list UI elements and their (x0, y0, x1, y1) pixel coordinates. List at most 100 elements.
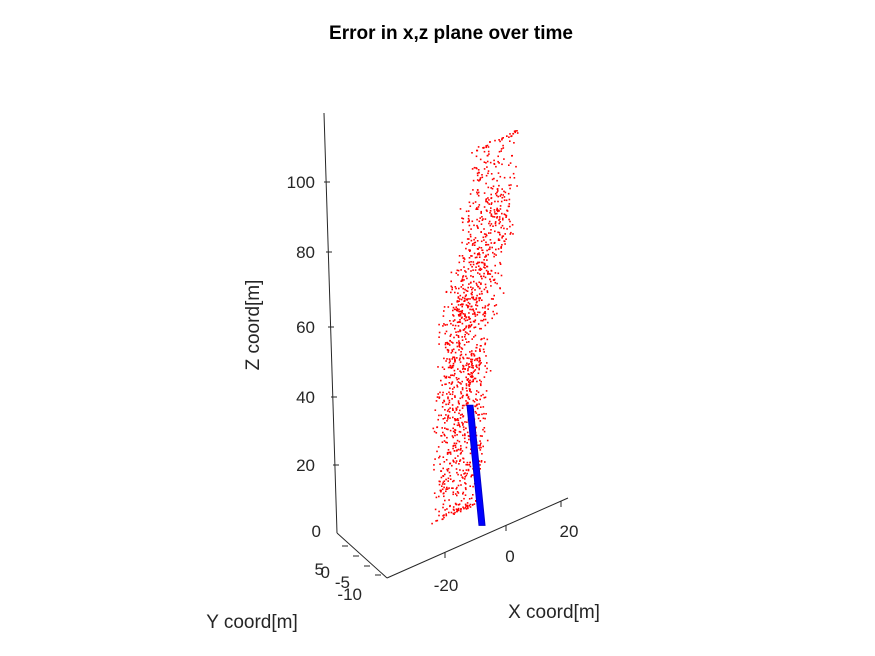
data-point (443, 375, 446, 377)
data-point (446, 410, 449, 412)
data-point (497, 231, 499, 234)
data-point (444, 417, 446, 419)
data-point (473, 244, 476, 246)
data-point (473, 326, 475, 329)
data-point (466, 362, 468, 365)
data-point (446, 348, 449, 351)
data-point (483, 266, 485, 268)
data-point (452, 416, 454, 419)
data-point (447, 480, 449, 482)
data-point (460, 508, 462, 511)
data-point (506, 210, 509, 212)
data-point (507, 205, 510, 208)
data-point (503, 158, 505, 160)
data-point (478, 171, 480, 174)
data-point (463, 437, 466, 440)
data-point (459, 414, 462, 416)
data-point (459, 460, 461, 462)
data-point (439, 455, 441, 458)
data-point (500, 148, 503, 150)
data-point (460, 269, 462, 271)
data-point (461, 413, 463, 416)
data-point (456, 309, 458, 312)
data-point (455, 442, 458, 445)
data-point (475, 426, 477, 429)
data-point (464, 494, 467, 496)
data-point (503, 196, 506, 198)
y-axis: 5 0 -5 -10 Y coord[m] (206, 532, 388, 633)
data-point (473, 336, 475, 338)
data-point (483, 351, 485, 353)
data-point (446, 420, 448, 422)
data-point (448, 376, 450, 378)
y-axis-line (336, 532, 388, 579)
data-point (465, 387, 468, 390)
data-point (438, 336, 440, 338)
data-point (508, 136, 510, 138)
data-point (485, 200, 487, 203)
data-point (476, 224, 478, 227)
data-point (471, 338, 473, 340)
data-point (477, 191, 480, 194)
data-point (472, 202, 475, 205)
data-point (467, 286, 469, 289)
data-point (460, 474, 462, 476)
data-point (446, 451, 449, 454)
data-point (458, 463, 460, 465)
data-point (465, 394, 468, 397)
data-point (487, 186, 490, 189)
data-point (459, 357, 461, 360)
data-point (476, 314, 479, 316)
data-point (461, 309, 464, 312)
data-point (463, 260, 465, 263)
data-point (471, 220, 474, 223)
data-point (485, 243, 488, 246)
data-point (477, 417, 480, 420)
data-point (470, 364, 473, 366)
data-point (476, 304, 479, 307)
data-point (468, 366, 470, 368)
data-point (451, 487, 453, 489)
data-point (466, 379, 469, 381)
data-point (496, 207, 498, 210)
data-point (461, 450, 464, 452)
data-point (495, 248, 497, 251)
data-point (465, 338, 467, 340)
data-point (481, 176, 484, 179)
data-point (445, 330, 448, 333)
data-point (478, 246, 481, 249)
data-point (438, 514, 440, 517)
data-point (505, 214, 508, 217)
data-point (458, 298, 461, 300)
data-point (478, 287, 481, 290)
data-point (463, 318, 466, 320)
data-point (486, 200, 488, 203)
data-point (467, 402, 469, 404)
data-point (458, 346, 461, 348)
data-point (500, 193, 502, 196)
data-point (481, 261, 484, 264)
data-point (509, 140, 511, 142)
data-point (496, 216, 499, 218)
data-point (495, 254, 497, 256)
data-point (450, 291, 452, 294)
data-point (487, 270, 489, 273)
data-point (475, 308, 477, 310)
data-point (464, 487, 467, 489)
data-point (461, 221, 464, 224)
data-point (480, 210, 482, 213)
data-point (468, 384, 470, 386)
data-point (465, 474, 468, 477)
data-point (468, 385, 471, 387)
data-point (494, 264, 496, 267)
data-point (484, 311, 486, 313)
z-tick-label: 100 (287, 173, 315, 192)
data-point (466, 319, 469, 321)
data-point (463, 461, 465, 463)
data-point (468, 303, 471, 305)
data-point (443, 516, 445, 519)
data-point (476, 172, 479, 175)
data-point (473, 166, 476, 169)
data-point (463, 328, 466, 330)
data-point (450, 341, 453, 343)
